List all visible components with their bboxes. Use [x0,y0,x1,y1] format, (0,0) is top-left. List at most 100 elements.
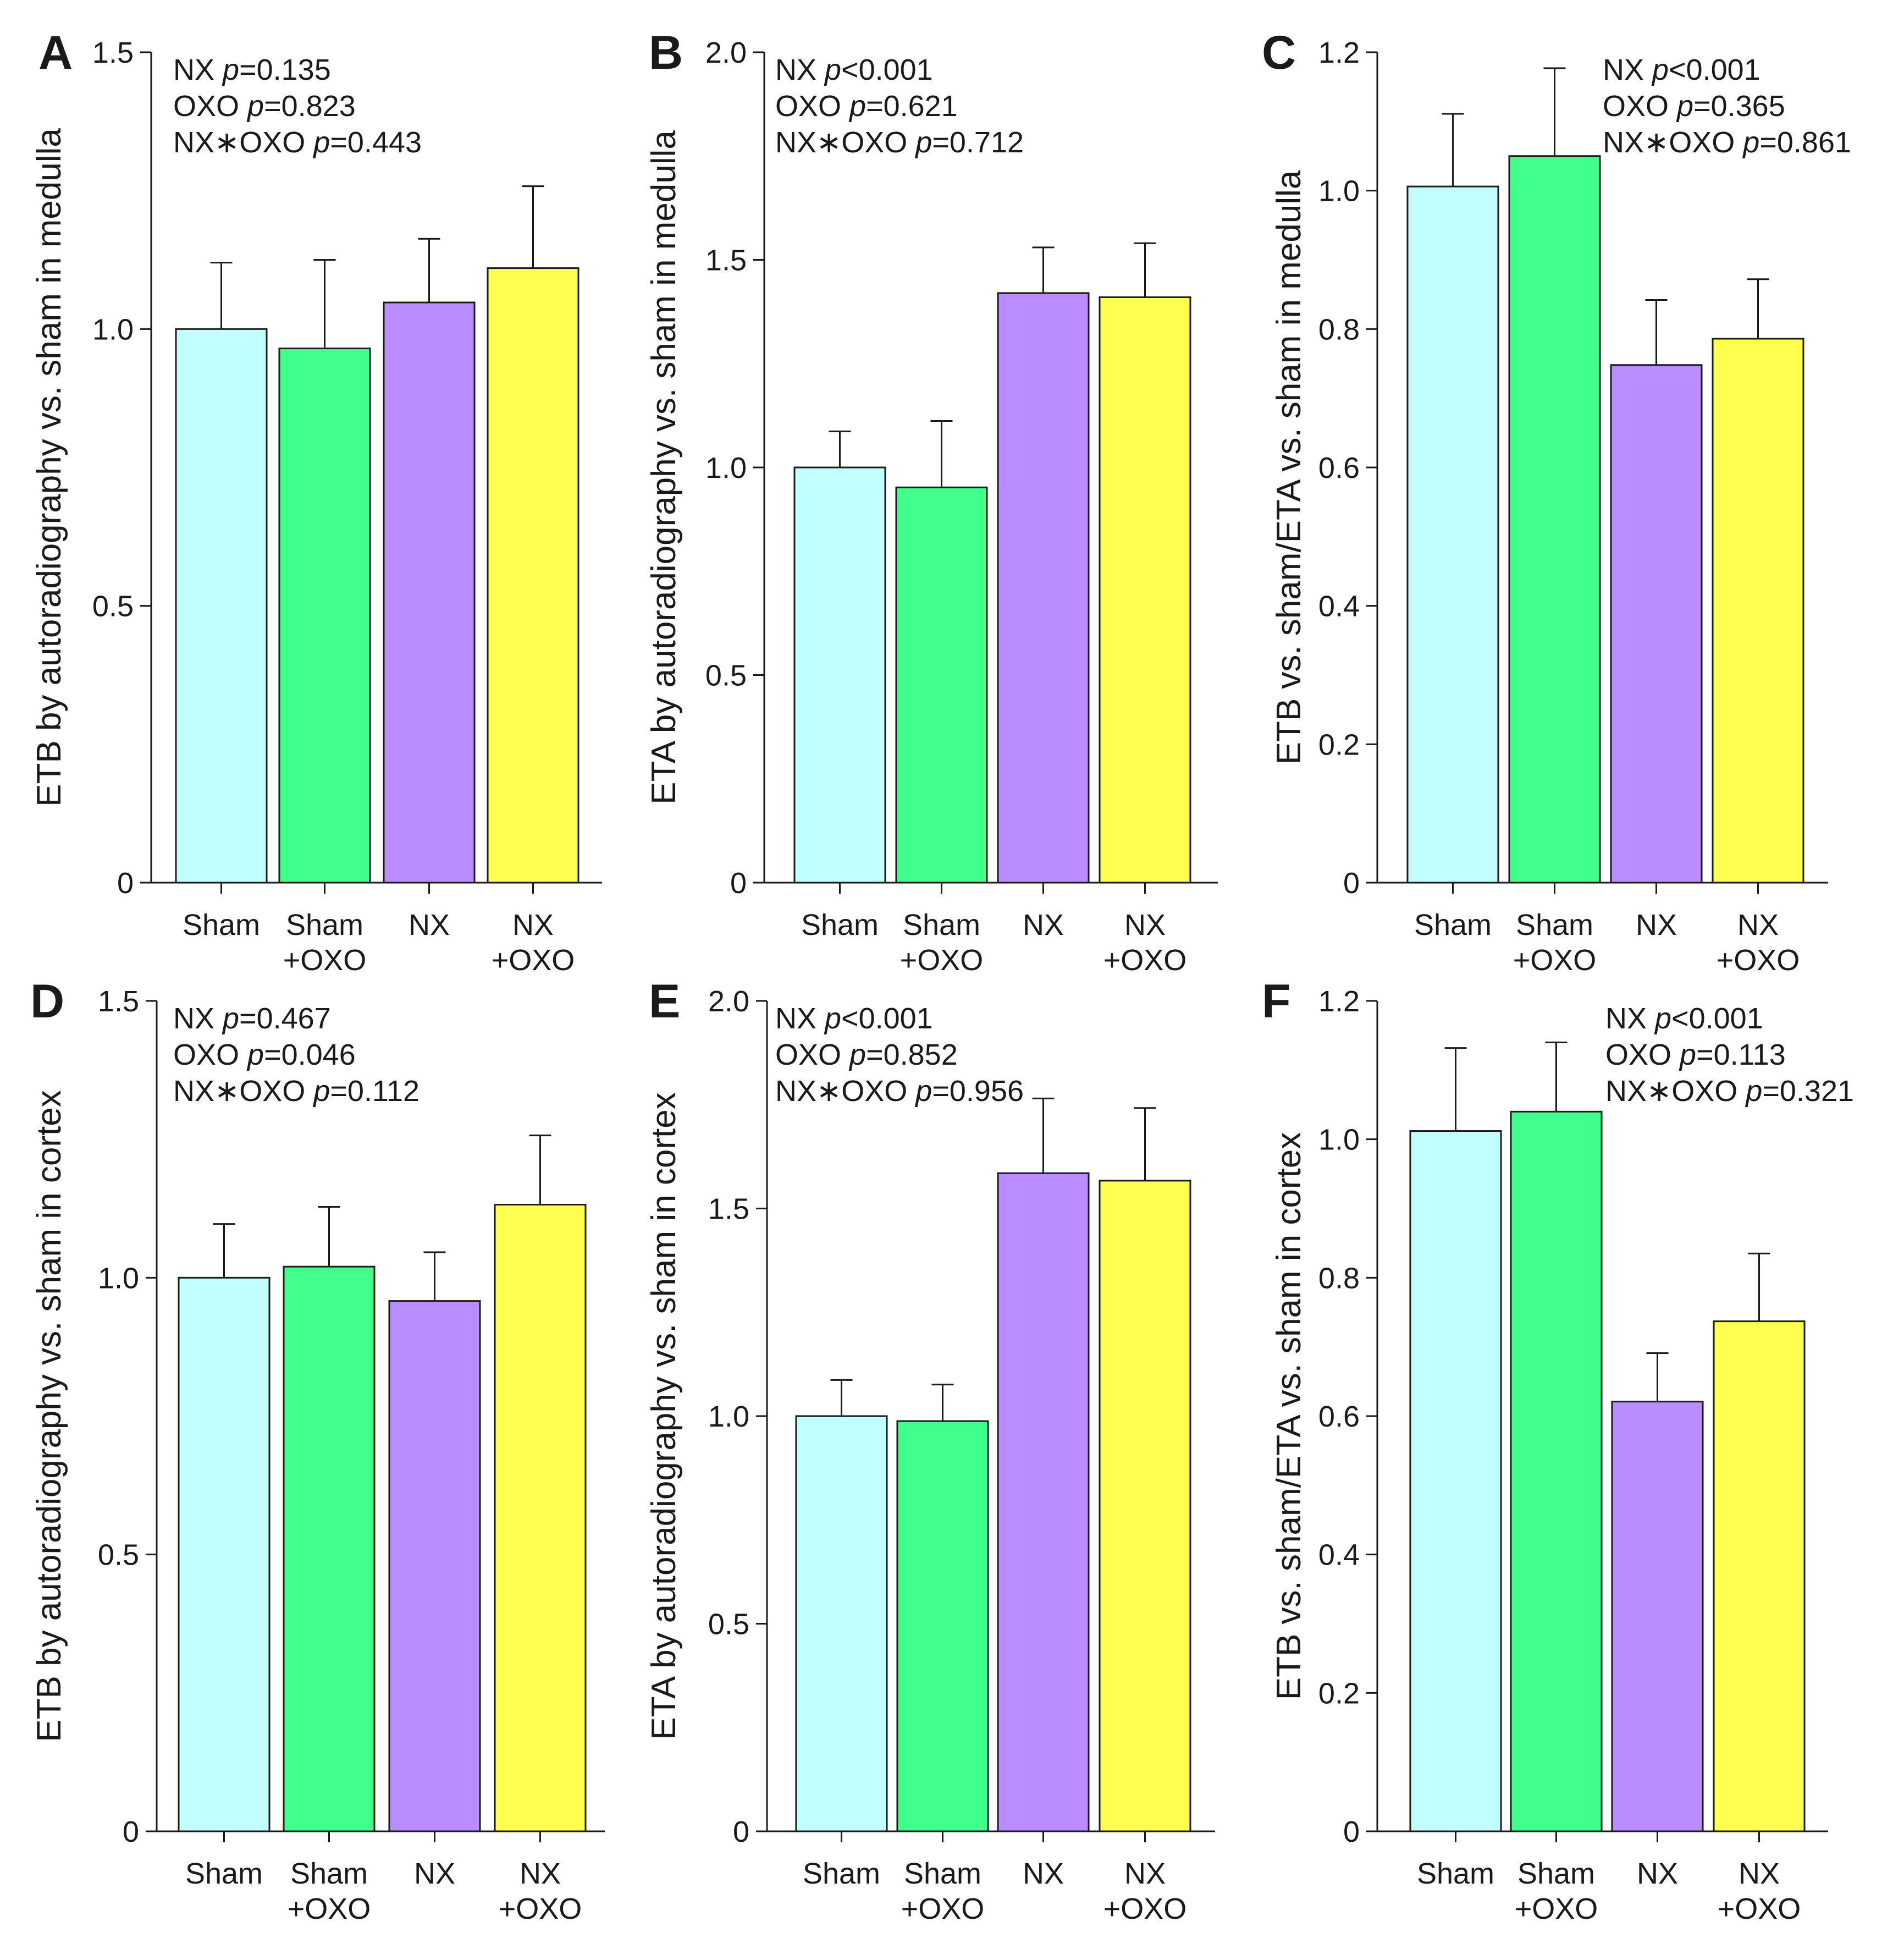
y-tick-label: 2.0 [705,36,747,69]
x-tick-label: Sham +OXO [900,909,984,977]
stats-line: OXO p=0.046 [173,1038,356,1071]
bar-nx [388,1300,481,1832]
bar-sham-oxo [278,348,371,884]
bar-nx-oxo [487,267,580,884]
stats-line: NX∗OXO p=0.956 [775,1075,1024,1108]
y-tick-label: 1.0 [1318,175,1360,208]
x-tick-label: Sham +OXO [283,909,367,977]
x-tick-label: Sham +OXO [1515,1857,1598,1925]
y-tick-label: 2.0 [708,985,749,1018]
y-tick-label: 1.0 [92,313,134,346]
x-tick-label: NX [1023,1857,1064,1890]
bar-sham [175,328,268,884]
x-tick-label: Sham [185,1857,263,1890]
y-axis-title: ETA by autoradiography vs. sham in corte… [645,1092,683,1739]
bar-nx-oxo [1099,1180,1191,1832]
y-tick-label: 0.5 [708,1608,749,1641]
x-tick-label: NX [409,909,450,942]
y-tick-label: 0.6 [1318,1400,1360,1433]
bar-sham-oxo [283,1265,376,1832]
panel-letter: D [30,975,64,1028]
bar-sham [1406,185,1499,884]
x-tick-label: Sham [801,909,879,942]
x-tick-label: Sham [803,1857,880,1890]
y-tick-label: 0.5 [98,1539,139,1572]
y-axis-title: ETB by autoradiography vs. sham in medul… [30,128,68,807]
panel-a: A 0 0.5 1.0 1.5 Sham Sham +OXO NX NX +OXO ETB by au… [30,26,602,977]
y-axis-title: ETB by autoradiography vs. sham in corte… [30,1090,68,1742]
x-tick-label: NX [1637,1857,1678,1890]
y-tick-label: 0 [123,1815,139,1848]
x-tick-label: NX [414,1857,455,1890]
stats-line: NX p=0.135 [173,53,331,86]
panel-letter: A [38,26,73,79]
y-tick-label: 0.8 [1318,1262,1360,1295]
y-axis-title: ETB vs. sham/ETA vs. sham in medulla [1270,170,1308,764]
stats-line: NX∗OXO p=0.861 [1603,126,1851,159]
panel-d: D 0 0.5 1.0 1.5 Sham Sham +OXO NX NX +OXO ETB by au… [30,975,605,1925]
x-tick-label: NX +OXO [499,1857,582,1925]
panel-letter: C [1262,26,1296,79]
y-tick-label: 0.5 [705,659,747,692]
stats-line: OXO p=0.365 [1603,90,1785,123]
y-axis-title: ETA by autoradiography vs. sham in medul… [645,130,683,805]
y-tick-label: 1.5 [708,1193,749,1226]
stats-line: NX∗OXO p=0.712 [775,126,1024,159]
stats-line: NX p<0.001 [775,53,933,86]
x-tick-label: NX +OXO [492,909,575,977]
y-tick-label: 0.5 [92,590,134,623]
panel-f: F 0 0.2 0.4 0.6 0.8 1.0 1.2 Sham Sham +OXO NX NX +OXO… [1262,975,1854,1925]
bar-sham-oxo [1510,1110,1603,1832]
panel-letter: E [649,975,680,1028]
stats-line: NX∗OXO p=0.321 [1605,1075,1854,1108]
y-tick-label: 0 [1343,867,1360,900]
stats-line: NX∗OXO p=0.443 [173,126,422,159]
y-tick-label: 1.2 [1318,36,1360,69]
y-tick-label: 1.5 [92,36,134,69]
bar-nx-oxo [494,1203,587,1832]
stats-line: OXO p=0.621 [775,90,958,123]
y-tick-label: 0.2 [1318,728,1360,761]
x-tick-label: NX +OXO [1103,909,1187,977]
panel-b: B 0 0.5 1.0 1.5 2.0 Sham Sham +OXO NX NX +OXO ETA by… [645,26,1218,977]
y-tick-label: 1.0 [708,1400,749,1433]
y-tick-label: 1.5 [98,985,139,1018]
x-tick-label: Sham [1414,909,1492,942]
bar-sham [178,1276,271,1832]
bar-nx-oxo [1712,338,1804,884]
stats-line: NX p=0.467 [173,1002,331,1035]
bar-nx-oxo [1099,296,1191,884]
y-tick-label: 1.0 [1318,1124,1360,1157]
stats-line: OXO p=0.852 [775,1038,958,1071]
stats-line: NX p<0.001 [1603,53,1760,86]
bar-nx [997,292,1090,884]
y-tick-label: 0 [733,1815,749,1848]
bar-nx-oxo [1713,1320,1806,1832]
stats-line: OXO p=0.823 [173,90,356,123]
panel-c: C 0 0.2 0.4 0.6 0.8 1.0 1.2 Sham Sham +OXO NX NX +OXO… [1262,26,1851,977]
x-tick-label: NX [1636,909,1677,942]
bar-sham [795,1415,888,1832]
y-tick-label: 0.4 [1318,1539,1360,1572]
x-tick-label: Sham +OXO [288,1857,371,1925]
y-tick-label: 0 [730,867,747,900]
bar-sham-oxo [896,1420,989,1832]
bar-sham [793,466,886,884]
x-tick-label: NX +OXO [1717,909,1800,977]
bar-nx [383,301,476,884]
panel-e: E 0 0.5 1.0 1.5 2.0 Sham Sham +OXO NX NX +OXO ETA by… [645,975,1215,1925]
y-axis-title: ETB vs. sham/ETA vs. sham in cortex [1270,1132,1308,1700]
stats-line: NX∗OXO p=0.112 [173,1075,420,1108]
stats-line: NX p<0.001 [1605,1002,1763,1035]
y-tick-label: 0 [1343,1815,1360,1848]
y-tick-label: 0.8 [1318,313,1360,346]
x-tick-label: Sham [183,909,260,942]
y-tick-label: 1.0 [98,1262,139,1295]
panel-letter: F [1262,975,1291,1028]
y-tick-label: 1.5 [705,244,747,277]
x-tick-label: NX +OXO [1103,1857,1187,1925]
x-tick-label: NX [1023,909,1064,942]
y-tick-label: 1.0 [705,452,747,485]
bar-nx [1610,364,1703,884]
